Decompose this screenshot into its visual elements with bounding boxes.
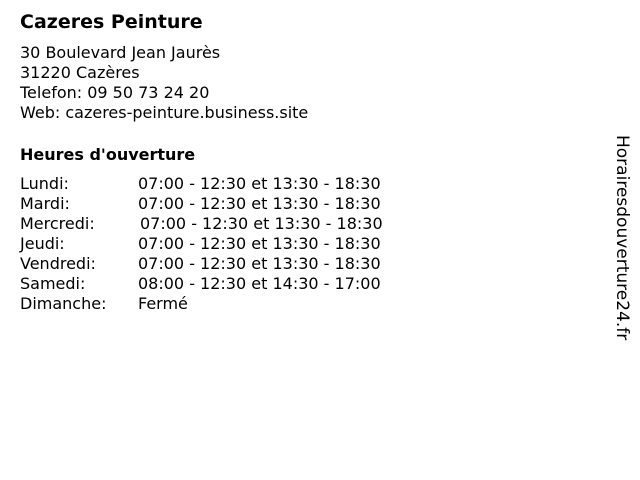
day-hours: 07:00 - 12:30 et 13:30 - 18:30	[140, 214, 383, 233]
business-contact: 30 Boulevard Jean Jaurès 31220 Cazères T…	[20, 43, 308, 123]
day-hours: 07:00 - 12:30 et 13:30 - 18:30	[138, 254, 381, 273]
day-label: Jeudi:	[20, 234, 65, 253]
day-hours: 07:00 - 12:30 et 13:30 - 18:30	[138, 234, 381, 253]
day-hours: 07:00 - 12:30 et 13:30 - 18:30	[138, 194, 381, 213]
day-hours: 08:00 - 12:30 et 14:30 - 17:00	[138, 274, 381, 293]
hours-heading: Heures d'ouverture	[20, 145, 196, 164]
day-hours: 07:00 - 12:30 et 13:30 - 18:30	[138, 174, 381, 193]
day-label: Mardi:	[20, 194, 70, 213]
day-label: Dimanche:	[20, 294, 107, 313]
day-label: Vendredi:	[20, 254, 96, 273]
street-address: 30 Boulevard Jean Jaurès	[20, 43, 221, 62]
day-label: Samedi:	[20, 274, 86, 293]
day-hours: Fermé	[138, 294, 188, 313]
phone: Telefon: 09 50 73 24 20	[20, 83, 210, 102]
day-label: Lundi:	[20, 174, 69, 193]
watermark-text: Horairesdouverture24.fr	[612, 135, 632, 341]
day-label: Mercredi:	[20, 214, 95, 233]
city: 31220 Cazères	[20, 63, 140, 82]
business-name: Cazeres Peinture	[20, 11, 203, 33]
website: Web: cazeres-peinture.business.site	[20, 103, 309, 122]
